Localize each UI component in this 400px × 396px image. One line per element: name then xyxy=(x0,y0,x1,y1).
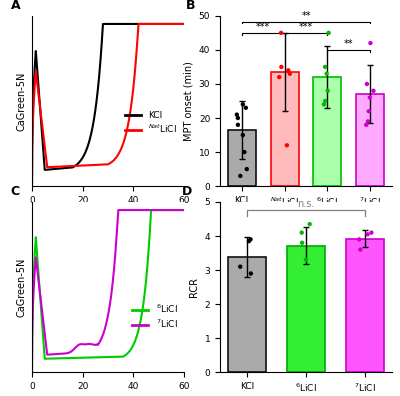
Text: A: A xyxy=(11,0,20,12)
Point xyxy=(356,236,362,243)
Bar xyxy=(314,77,341,186)
Text: **: ** xyxy=(344,39,354,49)
Text: D: D xyxy=(182,185,192,198)
Bar xyxy=(356,94,384,186)
Point xyxy=(247,236,254,243)
Point xyxy=(306,221,313,227)
Point xyxy=(235,115,241,121)
Point xyxy=(243,105,249,111)
Point xyxy=(324,70,330,77)
Bar xyxy=(287,246,325,372)
Y-axis label: CaGreen-5N: CaGreen-5N xyxy=(16,71,26,131)
Bar xyxy=(271,72,298,186)
Bar xyxy=(228,257,266,372)
Point xyxy=(299,240,305,246)
Legend: KCl, $^{Nat}$LiCl: KCl, $^{Nat}$LiCl xyxy=(121,108,181,139)
Y-axis label: CaGreen-5N: CaGreen-5N xyxy=(16,257,26,317)
Point xyxy=(246,238,252,244)
Text: ***: *** xyxy=(299,22,313,32)
X-axis label: Time [min]: Time [min] xyxy=(78,210,138,221)
Point xyxy=(366,108,372,114)
Point xyxy=(278,64,284,70)
Point xyxy=(285,67,292,74)
Point xyxy=(321,101,327,108)
Point xyxy=(364,81,370,87)
Point xyxy=(303,257,309,263)
Point xyxy=(368,229,375,236)
Point xyxy=(240,132,246,138)
Point xyxy=(363,122,370,128)
Bar xyxy=(228,130,256,186)
Point xyxy=(326,30,332,36)
Point xyxy=(367,40,374,46)
Text: **: ** xyxy=(301,11,311,21)
Bar xyxy=(346,239,384,372)
Point xyxy=(287,70,293,77)
Y-axis label: RCR: RCR xyxy=(189,277,199,297)
Point xyxy=(237,173,244,179)
Point xyxy=(298,229,305,236)
Point xyxy=(322,98,328,104)
Point xyxy=(240,101,246,108)
Point xyxy=(235,122,241,128)
Point xyxy=(284,142,290,148)
Point xyxy=(234,111,240,118)
Point xyxy=(241,149,248,155)
Point xyxy=(365,118,371,125)
Legend: $^{6}$LiCl, $^{7}$LiCl: $^{6}$LiCl, $^{7}$LiCl xyxy=(128,299,181,334)
Text: ***: *** xyxy=(256,22,270,32)
Point xyxy=(357,246,364,253)
Y-axis label: MPT onset (min): MPT onset (min) xyxy=(183,61,193,141)
Point xyxy=(366,94,373,101)
Point xyxy=(276,74,282,80)
Point xyxy=(278,30,284,36)
Text: C: C xyxy=(11,185,20,198)
Point xyxy=(237,263,244,270)
Point xyxy=(244,166,250,172)
Point xyxy=(370,88,377,94)
Point xyxy=(324,88,331,94)
Text: B: B xyxy=(186,0,195,12)
Point xyxy=(364,231,371,238)
Point xyxy=(248,270,254,277)
Text: n.s.: n.s. xyxy=(297,200,315,209)
Point xyxy=(322,64,328,70)
